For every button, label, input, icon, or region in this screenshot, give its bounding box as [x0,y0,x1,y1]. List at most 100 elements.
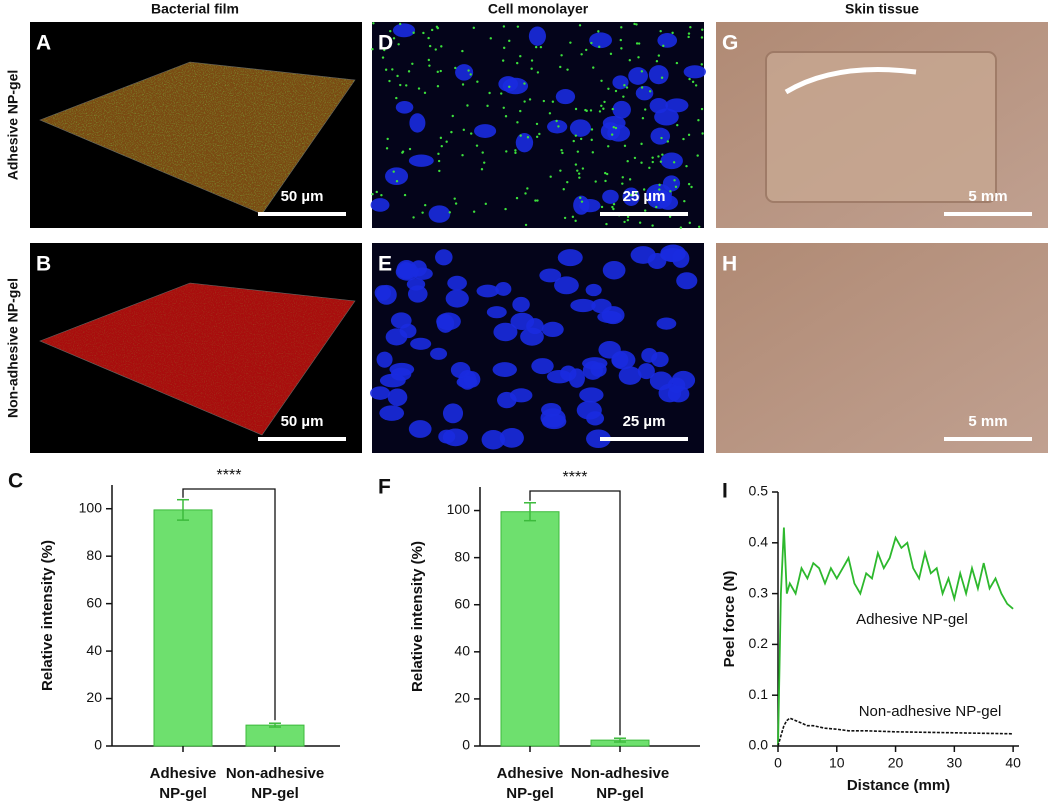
particle [657,54,661,57]
particle [560,148,563,152]
biofilm-texture [40,283,355,435]
cell-nucleus [396,259,417,280]
particle [700,63,703,66]
particle [437,152,440,156]
cell-nucleus [612,100,631,119]
cell-nucleus [486,306,507,319]
particle [597,30,600,33]
cell-nucleus [495,282,512,296]
particle [571,215,575,219]
cell-nucleus [589,32,613,49]
cell-nucleus [442,403,464,424]
particle [651,156,654,159]
particle [535,135,539,139]
particle [427,36,430,40]
particle [687,133,691,137]
row-title: Non-adhesive NP-gel [5,278,21,418]
particle [662,44,665,48]
x-tick-label: 10 [829,755,845,771]
panel-letter: I [722,480,728,503]
particle [467,69,470,72]
cell-nucleus [476,284,499,298]
particle [423,91,427,95]
particle [461,49,464,53]
particle [528,98,532,101]
x-tick-label-line: Non-adhesive [571,765,669,782]
particle [469,73,472,76]
particle [574,163,578,166]
particle [672,161,676,164]
particle [392,170,395,173]
cell-nucleus [660,152,683,170]
cell-nucleus [601,306,625,325]
cell-nucleus [447,275,467,291]
cell-nucleus [385,167,409,186]
series-label: Adhesive NP-gel [856,611,968,628]
significance-bracket [529,490,621,736]
y-tick-label: 40 [86,642,102,658]
particle [621,176,624,179]
x-tick-label: 30 [947,755,963,771]
cell-nucleus [390,312,412,329]
particle [560,54,563,57]
particle [604,171,607,175]
cell-nucleus [499,428,524,448]
particle [462,128,466,132]
particle [594,180,597,183]
particle [577,172,581,175]
panel-letter: G [722,32,738,55]
particle [688,221,691,225]
cell-nucleus [493,322,518,342]
cell-nucleus [455,64,474,81]
particle [542,99,546,103]
particle [476,80,479,83]
cell-nucleus [602,189,619,204]
particle [635,23,638,26]
particle [640,161,643,164]
x-tick-label-line: Adhesive [497,765,564,782]
particle [500,92,503,95]
particle [436,70,439,74]
y-tick-label: 80 [454,548,470,564]
particle [548,112,552,115]
particle [372,22,375,25]
cell-nucleus [557,249,583,267]
particle [651,160,654,164]
particle [585,48,588,52]
particle [395,96,398,100]
cell-nucleus [385,328,408,346]
particle [391,68,394,71]
particle [696,154,699,157]
particle [689,25,692,29]
particle [438,169,441,173]
particle [635,42,639,45]
y-tick-label: 100 [79,499,103,515]
particle [508,39,511,43]
particle [669,190,672,193]
y-tick-label: 0.0 [749,737,769,753]
cell-nucleus [395,100,414,114]
particle [655,205,658,209]
particle [561,151,564,155]
y-tick-label: 0.4 [749,534,769,550]
particle [638,221,642,224]
gel-glare [784,67,917,95]
particle [688,77,691,81]
cell-nucleus [392,23,416,38]
particle [461,153,464,157]
particle [659,160,663,163]
cell-nucleus [445,289,469,308]
particle [472,210,476,213]
particle [461,83,465,86]
particle [519,55,522,58]
bar [245,724,305,747]
cell-nucleus [647,252,667,269]
particle [440,144,443,148]
x-tick-label-line: NP-gel [159,785,207,802]
particle [687,32,691,35]
particle [591,151,595,154]
panel-letter: H [722,253,737,276]
cell-nucleus [658,383,682,403]
particle [428,44,432,48]
